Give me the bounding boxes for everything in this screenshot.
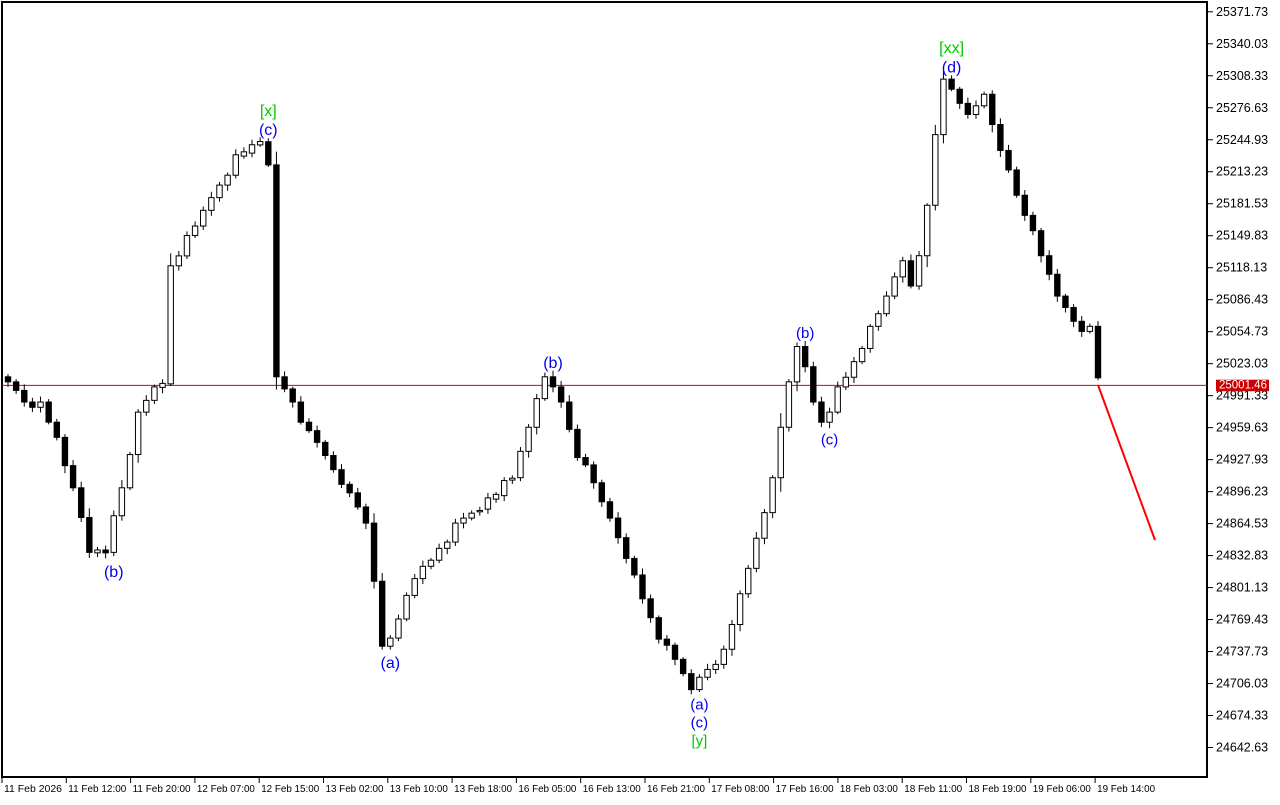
svg-text:(a): (a) xyxy=(690,697,708,714)
svg-text:11 Feb 12:00: 11 Feb 12:00 xyxy=(68,784,126,795)
svg-text:[y]: [y] xyxy=(691,733,707,750)
svg-text:12 Feb 15:00: 12 Feb 15:00 xyxy=(261,784,319,795)
svg-text:25371.73: 25371.73 xyxy=(1216,5,1268,19)
svg-text:(b): (b) xyxy=(543,355,563,372)
svg-text:(b): (b) xyxy=(104,564,124,581)
svg-text:24927.93: 24927.93 xyxy=(1216,453,1268,467)
svg-text:24864.53: 24864.53 xyxy=(1216,517,1268,531)
svg-text:18 Feb 19:00: 18 Feb 19:00 xyxy=(969,784,1027,795)
svg-text:13 Feb 18:00: 13 Feb 18:00 xyxy=(454,784,512,795)
svg-text:13 Feb 02:00: 13 Feb 02:00 xyxy=(326,784,384,795)
svg-text:18 Feb 11:00: 18 Feb 11:00 xyxy=(904,784,962,795)
svg-text:(d): (d) xyxy=(942,59,962,76)
svg-text:(c): (c) xyxy=(821,432,839,449)
svg-text:25054.73: 25054.73 xyxy=(1216,325,1268,339)
svg-text:(b): (b) xyxy=(796,325,814,342)
svg-text:24896.23: 24896.23 xyxy=(1216,485,1268,499)
svg-text:25213.23: 25213.23 xyxy=(1216,165,1268,179)
svg-text:24706.03: 24706.03 xyxy=(1216,677,1268,691)
svg-text:25023.03: 25023.03 xyxy=(1216,357,1268,371)
svg-text:25244.93: 25244.93 xyxy=(1216,133,1268,147)
svg-text:25340.03: 25340.03 xyxy=(1216,37,1268,51)
svg-text:19 Feb 14:00: 19 Feb 14:00 xyxy=(1097,784,1155,795)
svg-text:16 Feb 05:00: 16 Feb 05:00 xyxy=(518,784,576,795)
svg-text:25181.53: 25181.53 xyxy=(1216,197,1268,211)
svg-text:24642.63: 24642.63 xyxy=(1216,741,1268,755)
svg-text:25118.13: 25118.13 xyxy=(1216,261,1267,275)
svg-text:11 Feb 20:00: 11 Feb 20:00 xyxy=(133,784,191,795)
svg-text:17 Feb 16:00: 17 Feb 16:00 xyxy=(776,784,834,795)
svg-text:17 Feb 08:00: 17 Feb 08:00 xyxy=(711,784,769,795)
svg-text:16 Feb 13:00: 16 Feb 13:00 xyxy=(583,784,641,795)
svg-text:[x]: [x] xyxy=(260,103,277,120)
svg-text:16 Feb 21:00: 16 Feb 21:00 xyxy=(647,784,705,795)
svg-text:25308.33: 25308.33 xyxy=(1216,69,1268,83)
svg-text:(c): (c) xyxy=(259,122,278,139)
svg-text:12 Feb 07:00: 12 Feb 07:00 xyxy=(197,784,255,795)
svg-text:19 Feb 06:00: 19 Feb 06:00 xyxy=(1033,784,1091,795)
svg-text:24959.63: 24959.63 xyxy=(1216,421,1268,435)
svg-text:25149.83: 25149.83 xyxy=(1216,229,1268,243)
svg-text:24801.13: 24801.13 xyxy=(1216,581,1268,595)
svg-text:24832.83: 24832.83 xyxy=(1216,549,1268,563)
svg-text:24674.33: 24674.33 xyxy=(1216,709,1268,723)
svg-text:[xx]: [xx] xyxy=(939,40,964,57)
svg-text:25086.43: 25086.43 xyxy=(1216,293,1268,307)
svg-text:24737.73: 24737.73 xyxy=(1216,645,1268,659)
svg-text:25001.46: 25001.46 xyxy=(1219,380,1267,392)
svg-text:11 Feb 2026: 11 Feb 2026 xyxy=(4,784,62,795)
svg-text:18 Feb 03:00: 18 Feb 03:00 xyxy=(840,784,898,795)
svg-text:13 Feb 10:00: 13 Feb 10:00 xyxy=(390,784,448,795)
svg-text:24769.43: 24769.43 xyxy=(1216,613,1268,627)
svg-text:(a): (a) xyxy=(381,655,401,672)
svg-text:(c): (c) xyxy=(691,715,709,732)
svg-text:25276.63: 25276.63 xyxy=(1216,101,1268,115)
